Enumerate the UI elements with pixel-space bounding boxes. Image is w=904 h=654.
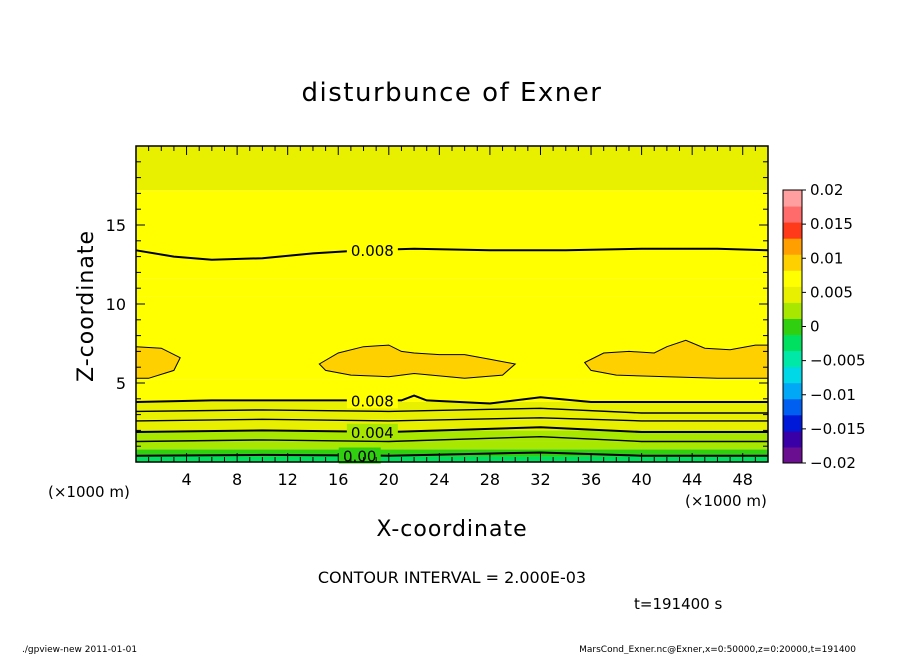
colorbar-label: 0.005: [810, 283, 853, 301]
contour-label-bg-0: [346, 242, 398, 259]
contour-label-bg-1: [346, 392, 398, 409]
footer-right: MarsCond_Exner.nc@Exner,x=0:50000,z=0:20…: [579, 645, 856, 654]
x-tick-label: 24: [429, 470, 449, 489]
colorbar-segment: [783, 206, 802, 223]
x-tick-label: 8: [232, 470, 242, 489]
colorbar-segment: [783, 190, 802, 207]
colorbar-labels: 0.02 0.015 0.01 0.005 0 −0.005 −0.01 −0.015 −0.0…: [802, 181, 866, 472]
colorbar: [782, 189, 803, 464]
colorbar-label: −0.015: [810, 420, 866, 438]
contour-line-5: [135, 435, 768, 443]
contour-label-4: 0.004: [351, 424, 394, 442]
y-axis-ticks: 5 10 15: [106, 161, 768, 447]
x-tick-label: 40: [631, 470, 651, 489]
contour-line-2: [135, 407, 768, 414]
x-unit-label: (×1000 m): [685, 492, 767, 510]
colorbar-segment: [783, 446, 802, 464]
contour-labels: 0.008 0.008 0.004 0.00: [338, 242, 398, 465]
colorbar-segment: [783, 414, 802, 432]
colorbar-segment: [783, 398, 802, 416]
colorbar-segment: [783, 318, 802, 336]
y-tick-label: 10: [106, 295, 126, 314]
y-axis-label: Z-coordinate: [74, 230, 99, 382]
colorbar-segment: [783, 222, 802, 239]
colorbar-segment: [783, 286, 802, 303]
x-tick-label: 32: [530, 470, 550, 489]
contour-band-8: [136, 278, 768, 297]
colorbar-label: −0.01: [810, 386, 856, 404]
closed-contour-1: [318, 344, 517, 379]
colorbar-label: −0.02: [810, 454, 856, 472]
contour-label-bg-4: [346, 423, 398, 440]
colorbar-label: 0.02: [810, 181, 843, 199]
x-tick-label: 36: [581, 470, 601, 489]
colorbar-segment: [783, 366, 802, 384]
contour-band-1: [136, 449, 768, 457]
closed-contour-0: [136, 346, 181, 379]
contour-band-9: [136, 190, 768, 279]
contour-band-6: [136, 379, 768, 402]
contour-line-3: [135, 417, 768, 422]
contour-label-0: 0.008: [351, 242, 394, 260]
time-label: t=191400 s: [634, 595, 722, 613]
colorbar-segment: [783, 334, 802, 352]
contour-line-1: [135, 394, 768, 405]
contour-label-bg-6: [338, 447, 381, 464]
closed-contour-2: [583, 339, 768, 379]
y-tick-label: 5: [116, 374, 126, 393]
plot-area: [136, 146, 768, 462]
colorbar-segment: [783, 302, 802, 319]
colorbar-segment: [783, 430, 802, 448]
contour-band-3: [136, 430, 768, 442]
colorbar-segment: [783, 238, 802, 255]
x-tick-label: 12: [278, 470, 298, 489]
contour-interval: CONTOUR INTERVAL = 2.000E-03: [318, 568, 586, 587]
colorbar-segment: [783, 270, 802, 287]
x-tick-label: 28: [480, 470, 500, 489]
colorbar-label: 0: [810, 318, 820, 336]
z-unit-label: (×1000 m): [48, 483, 130, 501]
x-tick-label: 48: [733, 470, 753, 489]
colorbar-segment: [783, 382, 802, 400]
chart-title: disturbunce of Exner: [302, 78, 603, 108]
contour-band-2: [136, 441, 768, 450]
x-tick-label: 20: [379, 470, 399, 489]
contour-band-4: [136, 419, 768, 431]
x-tick-label: 16: [328, 470, 348, 489]
contour-line-4: [135, 426, 768, 434]
colorbar-segment: [783, 350, 802, 368]
contour-label-1: 0.008: [351, 392, 394, 410]
contour-label-6: 0.00: [343, 447, 376, 465]
contour-line-6: [135, 451, 768, 457]
x-axis-ticks: 4 8 12 16 20 24 28 32 36 40 44 48: [148, 146, 756, 489]
y-tick-label: 15: [106, 216, 126, 235]
colorbar-label: −0.005: [810, 352, 866, 370]
contour-band-10: [136, 146, 768, 191]
colorbar-label: 0.015: [810, 215, 853, 233]
colorbar-segment: [783, 254, 802, 271]
x-axis-label: X-coordinate: [376, 517, 527, 542]
x-tick-label: 4: [181, 470, 191, 489]
x-tick-label: 44: [682, 470, 702, 489]
footer-left: ./gpview-new 2011-01-01: [22, 645, 137, 654]
colorbar-label: 0.01: [810, 249, 843, 267]
